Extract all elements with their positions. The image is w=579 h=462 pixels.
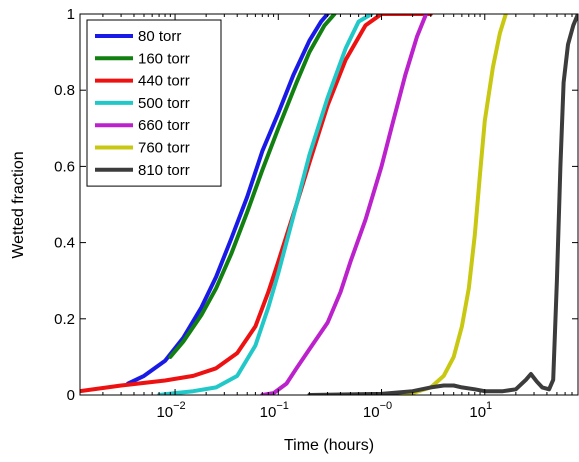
y-tick-label: 1 [67,6,75,23]
y-tick-label: 0.2 [54,311,75,328]
series-line-500-torr [157,14,374,395]
y-tick-label: 0.8 [54,82,75,99]
series-line-160-torr [168,14,337,359]
y-tick-label: 0.6 [54,158,75,175]
series-line-810-torr [307,14,578,395]
y-tick-label: 0.4 [54,235,75,252]
series-line-660-torr [260,14,429,395]
x-tick-label: 10−0 [363,400,392,421]
legend-label-660-torr: 660 torr [138,117,190,134]
x-tick-label: 10−2 [156,400,185,421]
y-axis-label: Wetted fraction [10,151,27,258]
legend-label-160-torr: 160 torr [138,50,190,67]
y-tick-label: 0 [67,387,75,404]
legend: 80 torr 160 torr 440 torr 500 torr 660 torr 7… [86,19,222,187]
series-line-440-torr [80,14,433,394]
legend-label-810-torr: 810 torr [138,162,190,179]
plot-frame [79,13,579,396]
ticks-layer: 10−2 10−1 10−0 101 0 0.2 0.4 0.6 0.8 1 [54,6,578,421]
x-tick-label: 101 [469,400,492,421]
series-layer [80,14,578,395]
legend-label-440-torr: 440 torr [138,73,190,90]
legend-label-760-torr: 760 torr [138,140,190,157]
legend-label-80-torr: 80 torr [138,28,181,45]
x-axis-label: Time (hours) [284,437,374,454]
series-line-80-torr [126,14,330,386]
x-tick-label: 10−1 [260,400,289,421]
legend-label-500-torr: 500 torr [138,95,190,112]
